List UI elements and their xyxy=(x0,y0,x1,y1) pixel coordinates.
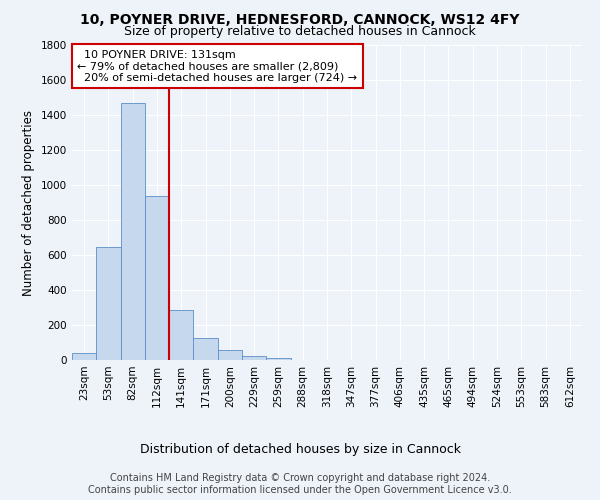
Bar xyxy=(72,354,96,360)
Y-axis label: Number of detached properties: Number of detached properties xyxy=(22,110,35,296)
Bar xyxy=(169,310,193,360)
Text: 10, POYNER DRIVE, HEDNESFORD, CANNOCK, WS12 4FY: 10, POYNER DRIVE, HEDNESFORD, CANNOCK, W… xyxy=(80,12,520,26)
Bar xyxy=(96,246,121,360)
Bar xyxy=(266,358,290,360)
Bar xyxy=(242,356,266,360)
Bar xyxy=(145,196,169,360)
Text: Size of property relative to detached houses in Cannock: Size of property relative to detached ho… xyxy=(124,25,476,38)
Bar xyxy=(218,350,242,360)
Text: Contains HM Land Registry data © Crown copyright and database right 2024.
Contai: Contains HM Land Registry data © Crown c… xyxy=(88,474,512,495)
Text: 10 POYNER DRIVE: 131sqm
← 79% of detached houses are smaller (2,809)
  20% of se: 10 POYNER DRIVE: 131sqm ← 79% of detache… xyxy=(77,50,357,83)
Text: Distribution of detached houses by size in Cannock: Distribution of detached houses by size … xyxy=(139,442,461,456)
Bar xyxy=(121,103,145,360)
Bar xyxy=(193,338,218,360)
